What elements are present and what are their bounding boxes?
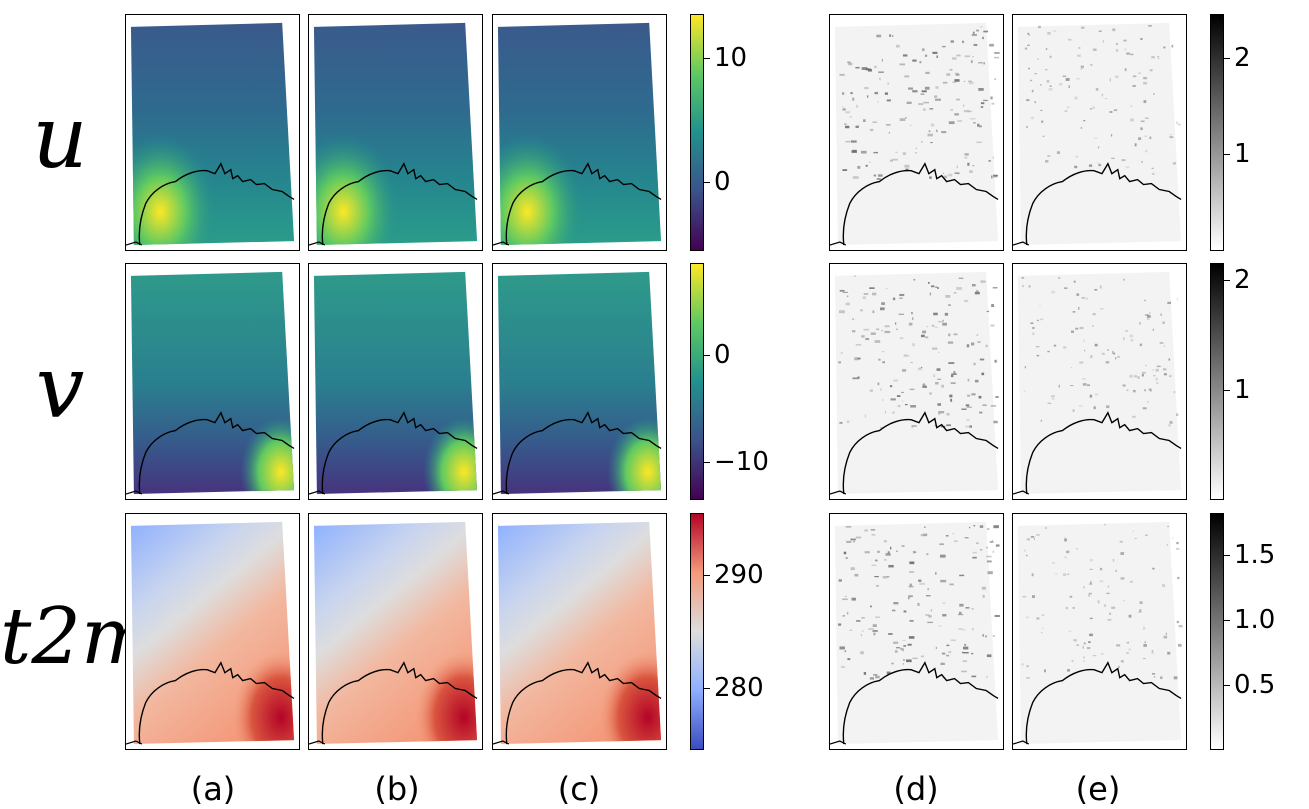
row-label-v: v — [35, 338, 85, 438]
colorbar-t2m-tick-label: 290 — [714, 560, 764, 591]
colorbar-v-tick-label: 0 — [714, 339, 731, 370]
colorbar-v — [690, 263, 704, 500]
error-colorbar-v — [1210, 263, 1224, 500]
error-colorbar-tick-mark — [1224, 57, 1230, 59]
colorbar-u — [690, 14, 704, 251]
error-colorbar-t2m-tick-label: 1.0 — [1234, 604, 1276, 635]
error-colorbar-t2m — [1210, 513, 1224, 750]
colorbar-u-tick-label: 0 — [714, 167, 731, 198]
panel-v-e — [1012, 263, 1187, 500]
error-colorbar-tick-mark — [1224, 554, 1230, 556]
column-label-c: (c) — [557, 770, 601, 808]
panel-v-d — [829, 263, 1004, 500]
error-colorbar-tick-mark — [1224, 279, 1230, 281]
panel-t2m-e — [1012, 513, 1187, 750]
error-colorbar-t2m-tick-label: 1.5 — [1234, 539, 1276, 570]
column-label-b: (b) — [374, 770, 420, 808]
colorbar-tick-mark — [704, 462, 710, 464]
error-colorbar-tick-mark — [1224, 684, 1230, 686]
panel-t2m-c — [492, 513, 667, 750]
error-colorbar-v-tick-label: 1 — [1234, 374, 1251, 405]
colorbar-t2m-tick-label: 280 — [714, 672, 764, 703]
error-colorbar-u — [1210, 14, 1224, 251]
panel-v-a — [125, 263, 300, 500]
colorbar-t2m — [690, 513, 704, 750]
error-colorbar-v-tick-label: 2 — [1234, 264, 1251, 295]
panel-u-d — [829, 14, 1004, 251]
colorbar-tick-mark — [704, 57, 710, 59]
panel-t2m-a — [125, 513, 300, 750]
row-label-u: u — [32, 88, 88, 188]
panel-t2m-d — [829, 513, 1004, 750]
error-colorbar-t2m-tick-label: 0.5 — [1234, 669, 1276, 700]
error-colorbar-tick-mark — [1224, 154, 1230, 156]
column-label-d: (d) — [893, 770, 939, 808]
column-label-e: (e) — [1075, 770, 1121, 808]
error-colorbar-u-tick-label: 1 — [1234, 139, 1251, 170]
colorbar-v-tick-label: −10 — [714, 447, 769, 478]
panel-t2m-b — [308, 513, 483, 750]
colorbar-tick-mark — [704, 182, 710, 184]
column-label-a: (a) — [190, 770, 236, 808]
panel-v-c — [492, 263, 667, 500]
row-label-t2m: t2m — [0, 592, 155, 682]
colorbar-u-tick-label: 10 — [714, 42, 748, 73]
panel-u-c — [492, 14, 667, 251]
panel-u-b — [308, 14, 483, 251]
colorbar-tick-mark — [704, 354, 710, 356]
error-colorbar-tick-mark — [1224, 619, 1230, 621]
colorbar-tick-mark — [704, 687, 710, 689]
error-colorbar-tick-mark — [1224, 389, 1230, 391]
panel-u-a — [125, 14, 300, 251]
colorbar-tick-mark — [704, 575, 710, 577]
panel-u-e — [1012, 14, 1187, 251]
error-colorbar-u-tick-label: 2 — [1234, 42, 1251, 73]
panel-v-b — [308, 263, 483, 500]
